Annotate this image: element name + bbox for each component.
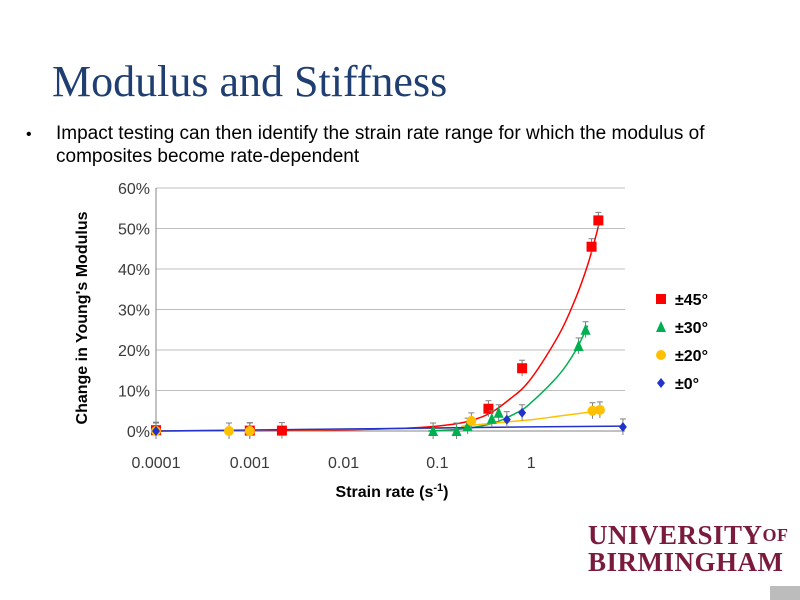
data-point [618, 421, 627, 432]
data-point [152, 426, 160, 436]
y-tick-label: 20% [118, 343, 150, 360]
x-tick-label: 1 [527, 455, 536, 472]
y-tick-label: 0% [127, 424, 150, 441]
slide-title: Modulus and Stiffness [52, 57, 448, 106]
grid-lines [156, 187, 625, 391]
data-point [518, 407, 527, 418]
legend: ±45° ±30° ±20° ±0° [656, 292, 708, 393]
x-tick-label: 0.0001 [132, 455, 181, 472]
data-point [586, 241, 597, 252]
x-tick-labels: 0.0001 0.001 0.01 0.1 1 [132, 455, 536, 472]
y-tick-label: 40% [118, 262, 150, 279]
data-point [244, 426, 255, 436]
y-tick-labels: 0% 10% 20% 30% 40% 50% 60% [118, 181, 150, 441]
university-logo: UNIVERSITYOF BIRMINGHAM [588, 522, 789, 576]
legend-label: ±0° [675, 376, 699, 393]
data-point [573, 339, 584, 351]
x-tick-label: 0.001 [230, 455, 270, 472]
corner-decoration [770, 586, 800, 600]
data-point [223, 426, 234, 436]
fit-curves [155, 216, 623, 432]
legend-label: ±20° [675, 348, 708, 365]
data-point [466, 415, 477, 426]
logo-line1: UNIVERSITY [588, 520, 763, 550]
legend-marker [656, 294, 666, 304]
legend-label: ±45° [675, 292, 708, 309]
legend-marker [656, 350, 666, 360]
y-tick-label: 30% [118, 303, 150, 320]
legend-marker [656, 321, 666, 332]
data-points [151, 211, 627, 439]
legend-marker [657, 378, 665, 388]
x-axis-title: Strain rate (s-1) [336, 482, 449, 501]
x-tick-label: 0.01 [328, 455, 359, 472]
data-point [587, 405, 598, 416]
bullet-text: Impact testing can then identify the str… [56, 123, 705, 167]
data-point [593, 215, 604, 226]
legend-label: ±30° [675, 320, 708, 337]
data-point [502, 414, 511, 425]
data-point [483, 403, 494, 414]
bullet-marker: • [26, 126, 32, 143]
logo-line2: BIRMINGHAM [588, 547, 784, 577]
data-point [493, 406, 504, 418]
data-point [594, 404, 605, 415]
fit-curve [155, 216, 602, 432]
data-point [580, 323, 591, 335]
data-point [276, 425, 287, 436]
x-axis-title-main: Strain rate (s [336, 484, 434, 501]
x-tick-label: 0.1 [426, 455, 448, 472]
data-point [462, 420, 473, 432]
data-point [486, 412, 497, 424]
y-axis-title: Change in Young's Modulus [74, 211, 91, 424]
logo-of: OF [762, 525, 789, 545]
y-tick-label: 50% [118, 222, 150, 239]
y-tick-label: 60% [118, 181, 150, 198]
data-point [517, 363, 528, 374]
x-axis-title-close: ) [443, 484, 448, 501]
data-point [428, 425, 439, 436]
x-axis-title-sup: -1 [433, 482, 443, 494]
y-tick-label: 10% [118, 384, 150, 401]
data-point [451, 425, 462, 436]
